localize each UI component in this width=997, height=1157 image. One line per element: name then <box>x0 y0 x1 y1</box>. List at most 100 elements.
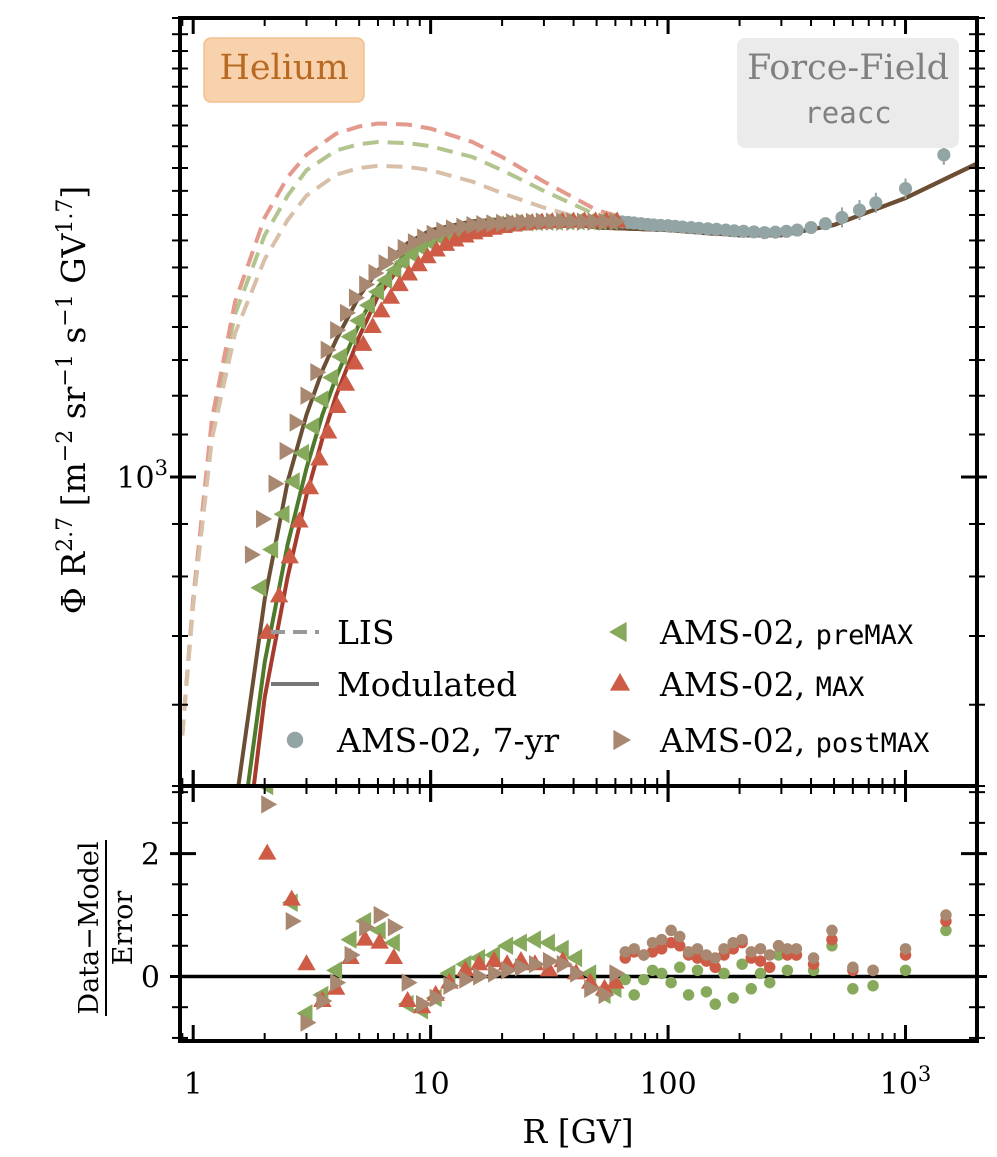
data-point-circle <box>818 217 833 231</box>
data-point-tri-left <box>303 417 320 436</box>
residual-point <box>727 936 739 949</box>
legend-entry: LIS <box>271 613 395 652</box>
legend-entry: AMS-02, preMAX <box>609 613 913 652</box>
legend-entry: AMS-02, postMAX <box>613 721 929 760</box>
data-point-tri-up <box>345 353 365 370</box>
x-axis-label: R [GV] <box>522 1112 633 1151</box>
data-point-tri-left <box>349 311 366 330</box>
data-point-tri-up <box>258 622 277 639</box>
residual-point <box>754 955 767 967</box>
data-point-tri-left <box>292 443 309 463</box>
data-point-tri-left <box>393 252 410 272</box>
data-point-tri-right <box>556 212 573 231</box>
residual-point <box>691 964 704 977</box>
data-point-tri-right <box>407 233 424 252</box>
legend-entry: Modulated <box>271 665 517 704</box>
residual-point <box>459 970 476 989</box>
data-point-circle <box>835 210 849 225</box>
residual-point <box>300 1013 317 1032</box>
residual-point <box>297 954 316 971</box>
residual-point <box>665 924 677 937</box>
residual-point <box>899 943 912 955</box>
data-point-tri-up <box>390 275 409 292</box>
residual-point <box>674 940 686 952</box>
lis-line-1 <box>180 121 977 736</box>
residual-point <box>542 951 559 971</box>
residual-point <box>514 958 531 977</box>
residual-point <box>763 961 776 974</box>
legend-label: AMS-02, 7-yr <box>336 721 559 760</box>
data-point-circle <box>869 196 883 210</box>
data-point-tri-right <box>587 212 604 231</box>
data-point-tri-right <box>496 213 513 233</box>
data-point-tri-right <box>576 212 593 231</box>
x-tick-label: 103 <box>880 1062 932 1102</box>
bottom-panel-frame <box>178 784 979 1043</box>
data-point-tri-right <box>300 386 317 405</box>
data-point-tri-right <box>466 216 483 235</box>
element-badge: Helium <box>203 37 365 103</box>
legend-marker <box>286 731 304 749</box>
ylabel-denominator: Error <box>108 891 139 966</box>
residual-point <box>867 979 879 992</box>
residual-point <box>355 929 375 946</box>
residual-point <box>598 985 615 1005</box>
data-point-tri-left <box>312 390 329 409</box>
residual-point <box>745 983 757 995</box>
data-point-tri-right <box>268 474 285 493</box>
legend-entry: AMS-02, 7-yr <box>286 721 559 760</box>
residual-point <box>619 973 631 986</box>
data-point-tri-right <box>486 214 503 233</box>
bottom-y-tick-label: 0 <box>141 960 160 995</box>
residual-point <box>443 976 460 995</box>
residual-point <box>665 976 677 989</box>
residual-point <box>655 967 668 980</box>
residual-point <box>847 983 859 995</box>
model-badge-line1: Force-Field <box>747 48 949 88</box>
data-point-tri-right <box>330 320 347 340</box>
x-tick-label: 10 <box>412 1067 450 1102</box>
residual-point <box>709 998 721 1010</box>
data-point-tri-up <box>318 422 338 439</box>
data-point-tri-left <box>340 327 357 346</box>
residual-point <box>369 921 386 940</box>
residual-point <box>370 932 389 949</box>
data-point-circle <box>737 224 751 238</box>
residual-point <box>772 940 785 952</box>
ylabel-numerator: Data−Model <box>74 841 105 1014</box>
data-point-tri-up <box>280 547 299 564</box>
data-point-tri-right <box>256 509 273 529</box>
residual-point <box>691 943 704 955</box>
data-point-tri-right <box>436 221 453 241</box>
data-point-tri-right <box>456 217 473 236</box>
residual-point <box>628 943 640 955</box>
residual-point <box>736 933 748 946</box>
data-point-tri-right <box>609 212 626 231</box>
data-point-circle <box>937 148 951 162</box>
data-point-tri-left <box>402 245 419 264</box>
residual-point <box>373 905 390 925</box>
residual-point <box>552 939 569 959</box>
residual-point <box>416 994 433 1014</box>
residual-point <box>606 972 625 989</box>
data-point-tri-left <box>367 282 384 302</box>
residual-point <box>258 843 277 860</box>
residual-point <box>754 967 767 980</box>
top-series-layer <box>180 121 977 786</box>
x-tick-label: 100 <box>639 1067 696 1102</box>
residual-point <box>781 964 794 977</box>
data-point-circle <box>852 203 867 217</box>
data-point-tri-up <box>290 511 309 528</box>
legend-label: AMS-02, postMAX <box>659 721 929 760</box>
data-point-tri-left <box>273 504 290 524</box>
residual-point <box>727 992 739 1004</box>
residual-point <box>316 991 333 1011</box>
residual-point <box>718 967 730 980</box>
residual-point <box>826 924 838 937</box>
data-point-circle <box>727 224 741 238</box>
legend-entry: AMS-02, MAX <box>609 665 864 704</box>
residual-point <box>847 961 859 974</box>
residual-point <box>566 948 583 968</box>
residual-point <box>609 964 626 983</box>
residual-point <box>584 979 601 998</box>
